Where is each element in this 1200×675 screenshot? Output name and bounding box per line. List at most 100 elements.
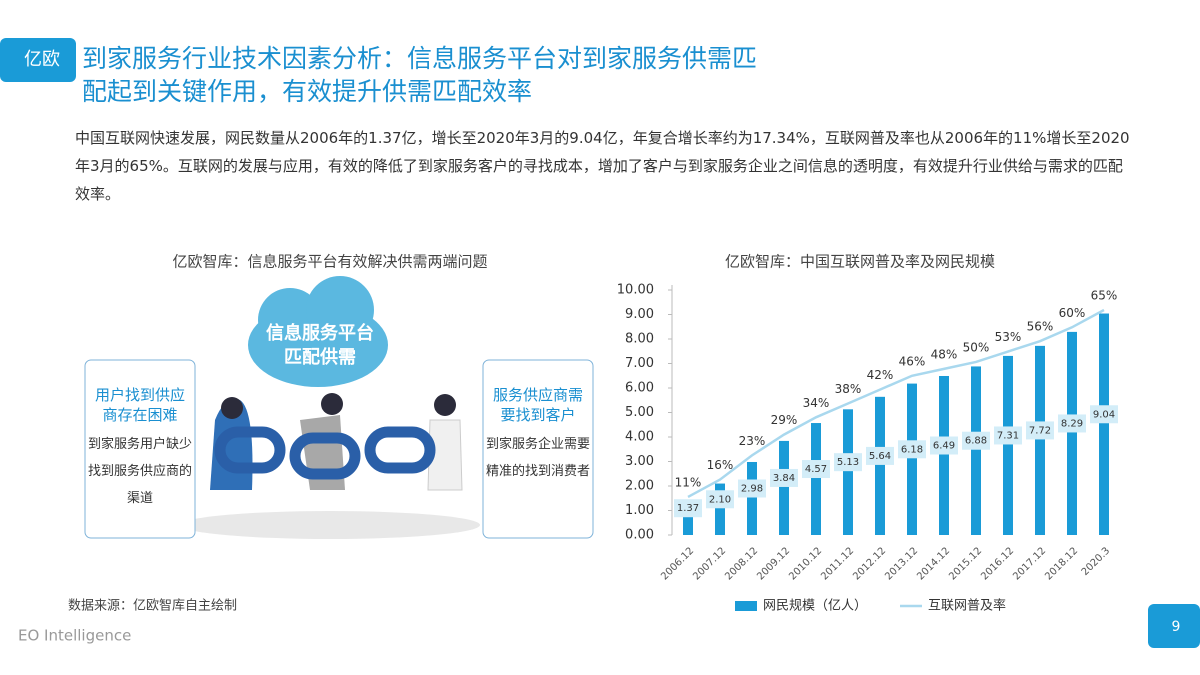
bar-label: 3.84 <box>773 473 795 484</box>
label-box <box>834 453 862 472</box>
chain <box>214 426 436 480</box>
line-label: 53% <box>995 330 1022 344</box>
line-label: 23% <box>739 434 766 448</box>
x-tick-label: 2008.12 <box>723 545 760 582</box>
line-label: 29% <box>771 413 798 427</box>
title-line: 配起到关键作用，有效提升供需匹配效率 <box>82 77 532 106</box>
bar <box>971 366 981 535</box>
label-box <box>706 490 734 509</box>
line-label: 38% <box>835 382 862 396</box>
bar <box>1035 345 1045 535</box>
bar-label: 7.31 <box>997 430 1019 441</box>
x-tick-label: 2017.12 <box>1011 545 1048 582</box>
x-tick-label: 2006.12 <box>659 545 696 582</box>
x-tick-label: 2010.12 <box>787 545 824 582</box>
scroll-text: 到家服务企业需要精准的找到消费者 <box>486 437 590 479</box>
line-label: 50% <box>963 340 990 354</box>
x-tick-label: 2014.12 <box>915 545 952 582</box>
label-box <box>674 499 702 518</box>
chain-link <box>289 432 361 480</box>
bar-label: 9.04 <box>1093 409 1115 420</box>
x-tick-label: 2018.12 <box>1043 545 1080 582</box>
bar-label: 4.57 <box>805 464 827 475</box>
diagram-caption: 亿欧智库：信息服务平台有效解决供需两端问题 <box>172 253 487 271</box>
logo-box <box>0 38 76 82</box>
scroll <box>482 359 594 539</box>
label-box <box>738 479 766 498</box>
scroll-content: 服务供应商需要找到客户 到家服务企业需要精准的找到消费者 <box>486 386 590 479</box>
bar-label: 6.88 <box>965 436 987 447</box>
label-box <box>1058 414 1086 433</box>
body-text: 中国互联网快速发展，网民数量从2006年的1.37亿，增长至2020年3月的9.… <box>75 129 1130 203</box>
bar <box>907 383 917 535</box>
label-box <box>994 426 1022 445</box>
y-tick-label: 4.00 <box>625 430 654 445</box>
y-tick-label: 3.00 <box>625 454 654 469</box>
person <box>321 393 343 415</box>
bar-label: 8.29 <box>1061 418 1083 429</box>
bar-label: 2.10 <box>709 494 731 505</box>
bar <box>875 396 885 535</box>
bar <box>715 483 725 535</box>
x-tick-label: 2013.12 <box>883 545 920 582</box>
line-label: 56% <box>1027 320 1054 334</box>
bar-label: 1.37 <box>677 503 699 514</box>
y-tick-label: 2.00 <box>625 479 654 494</box>
line-label: 16% <box>707 458 734 472</box>
bar-label: 5.64 <box>869 451 891 462</box>
person <box>427 419 463 491</box>
bar <box>939 375 949 535</box>
y-tick-label: 6.00 <box>625 381 654 396</box>
label-box <box>802 460 830 479</box>
x-tick-label: 2020.3 <box>1080 545 1113 578</box>
line-label: 11% <box>675 475 702 489</box>
line-label: 65% <box>1091 289 1118 303</box>
chain-link <box>214 426 286 474</box>
x-tick-label: 2015.12 <box>947 545 984 582</box>
line-label: 34% <box>803 396 830 410</box>
bar <box>1067 331 1077 535</box>
bar <box>683 501 693 535</box>
bar <box>1003 355 1013 535</box>
shadow <box>180 511 480 539</box>
bar <box>811 423 821 535</box>
label-box <box>1026 421 1054 440</box>
cloud-text: 信息服务平台匹配供需 <box>266 323 374 368</box>
x-tick-label: 2007.12 <box>691 545 728 582</box>
label-box <box>1090 405 1118 424</box>
y-tick-label: 1.00 <box>625 503 654 518</box>
y-tick-label: 9.00 <box>625 307 654 322</box>
y-tick-label: 0.00 <box>625 528 654 543</box>
chain-link <box>364 426 436 474</box>
label-box <box>962 431 990 450</box>
y-tick-label: 10.00 <box>617 283 654 298</box>
bar <box>747 461 757 535</box>
line <box>687 308 1105 499</box>
cloud-text-box: 信息服务平台匹配供需 <box>266 323 374 368</box>
person <box>434 394 456 416</box>
bar <box>779 440 789 535</box>
scroll-content: 用户找到供应商存在困难 到家服务用户缺少找到服务供应商的渠道 <box>88 386 192 506</box>
legend-label: 互联网普及率 <box>928 598 1006 614</box>
bar-label: 5.13 <box>837 457 859 468</box>
page-box <box>1148 604 1200 648</box>
cloud <box>258 288 322 352</box>
x-tick-label: 2012.12 <box>851 545 888 582</box>
scroll-text: 到家服务用户缺少找到服务供应商的渠道 <box>88 437 192 506</box>
line-label: 46% <box>899 354 926 368</box>
legend-label: 网民规模（亿人） <box>763 599 867 614</box>
bar-label: 7.72 <box>1029 425 1051 436</box>
page-number: 9 <box>1172 619 1181 635</box>
footer-brand: EO Intelligence <box>18 627 131 645</box>
label-box <box>898 440 926 459</box>
bar-label: 6.49 <box>933 440 955 451</box>
line-label: 42% <box>867 368 894 382</box>
label-box <box>930 436 958 455</box>
y-tick-label: 5.00 <box>625 405 654 420</box>
label-box <box>866 446 894 465</box>
chart-title: 亿欧智库：中国互联网普及率及网民规模 <box>725 253 995 271</box>
y-tick-label: 7.00 <box>625 356 654 371</box>
line-label: 48% <box>931 347 958 361</box>
